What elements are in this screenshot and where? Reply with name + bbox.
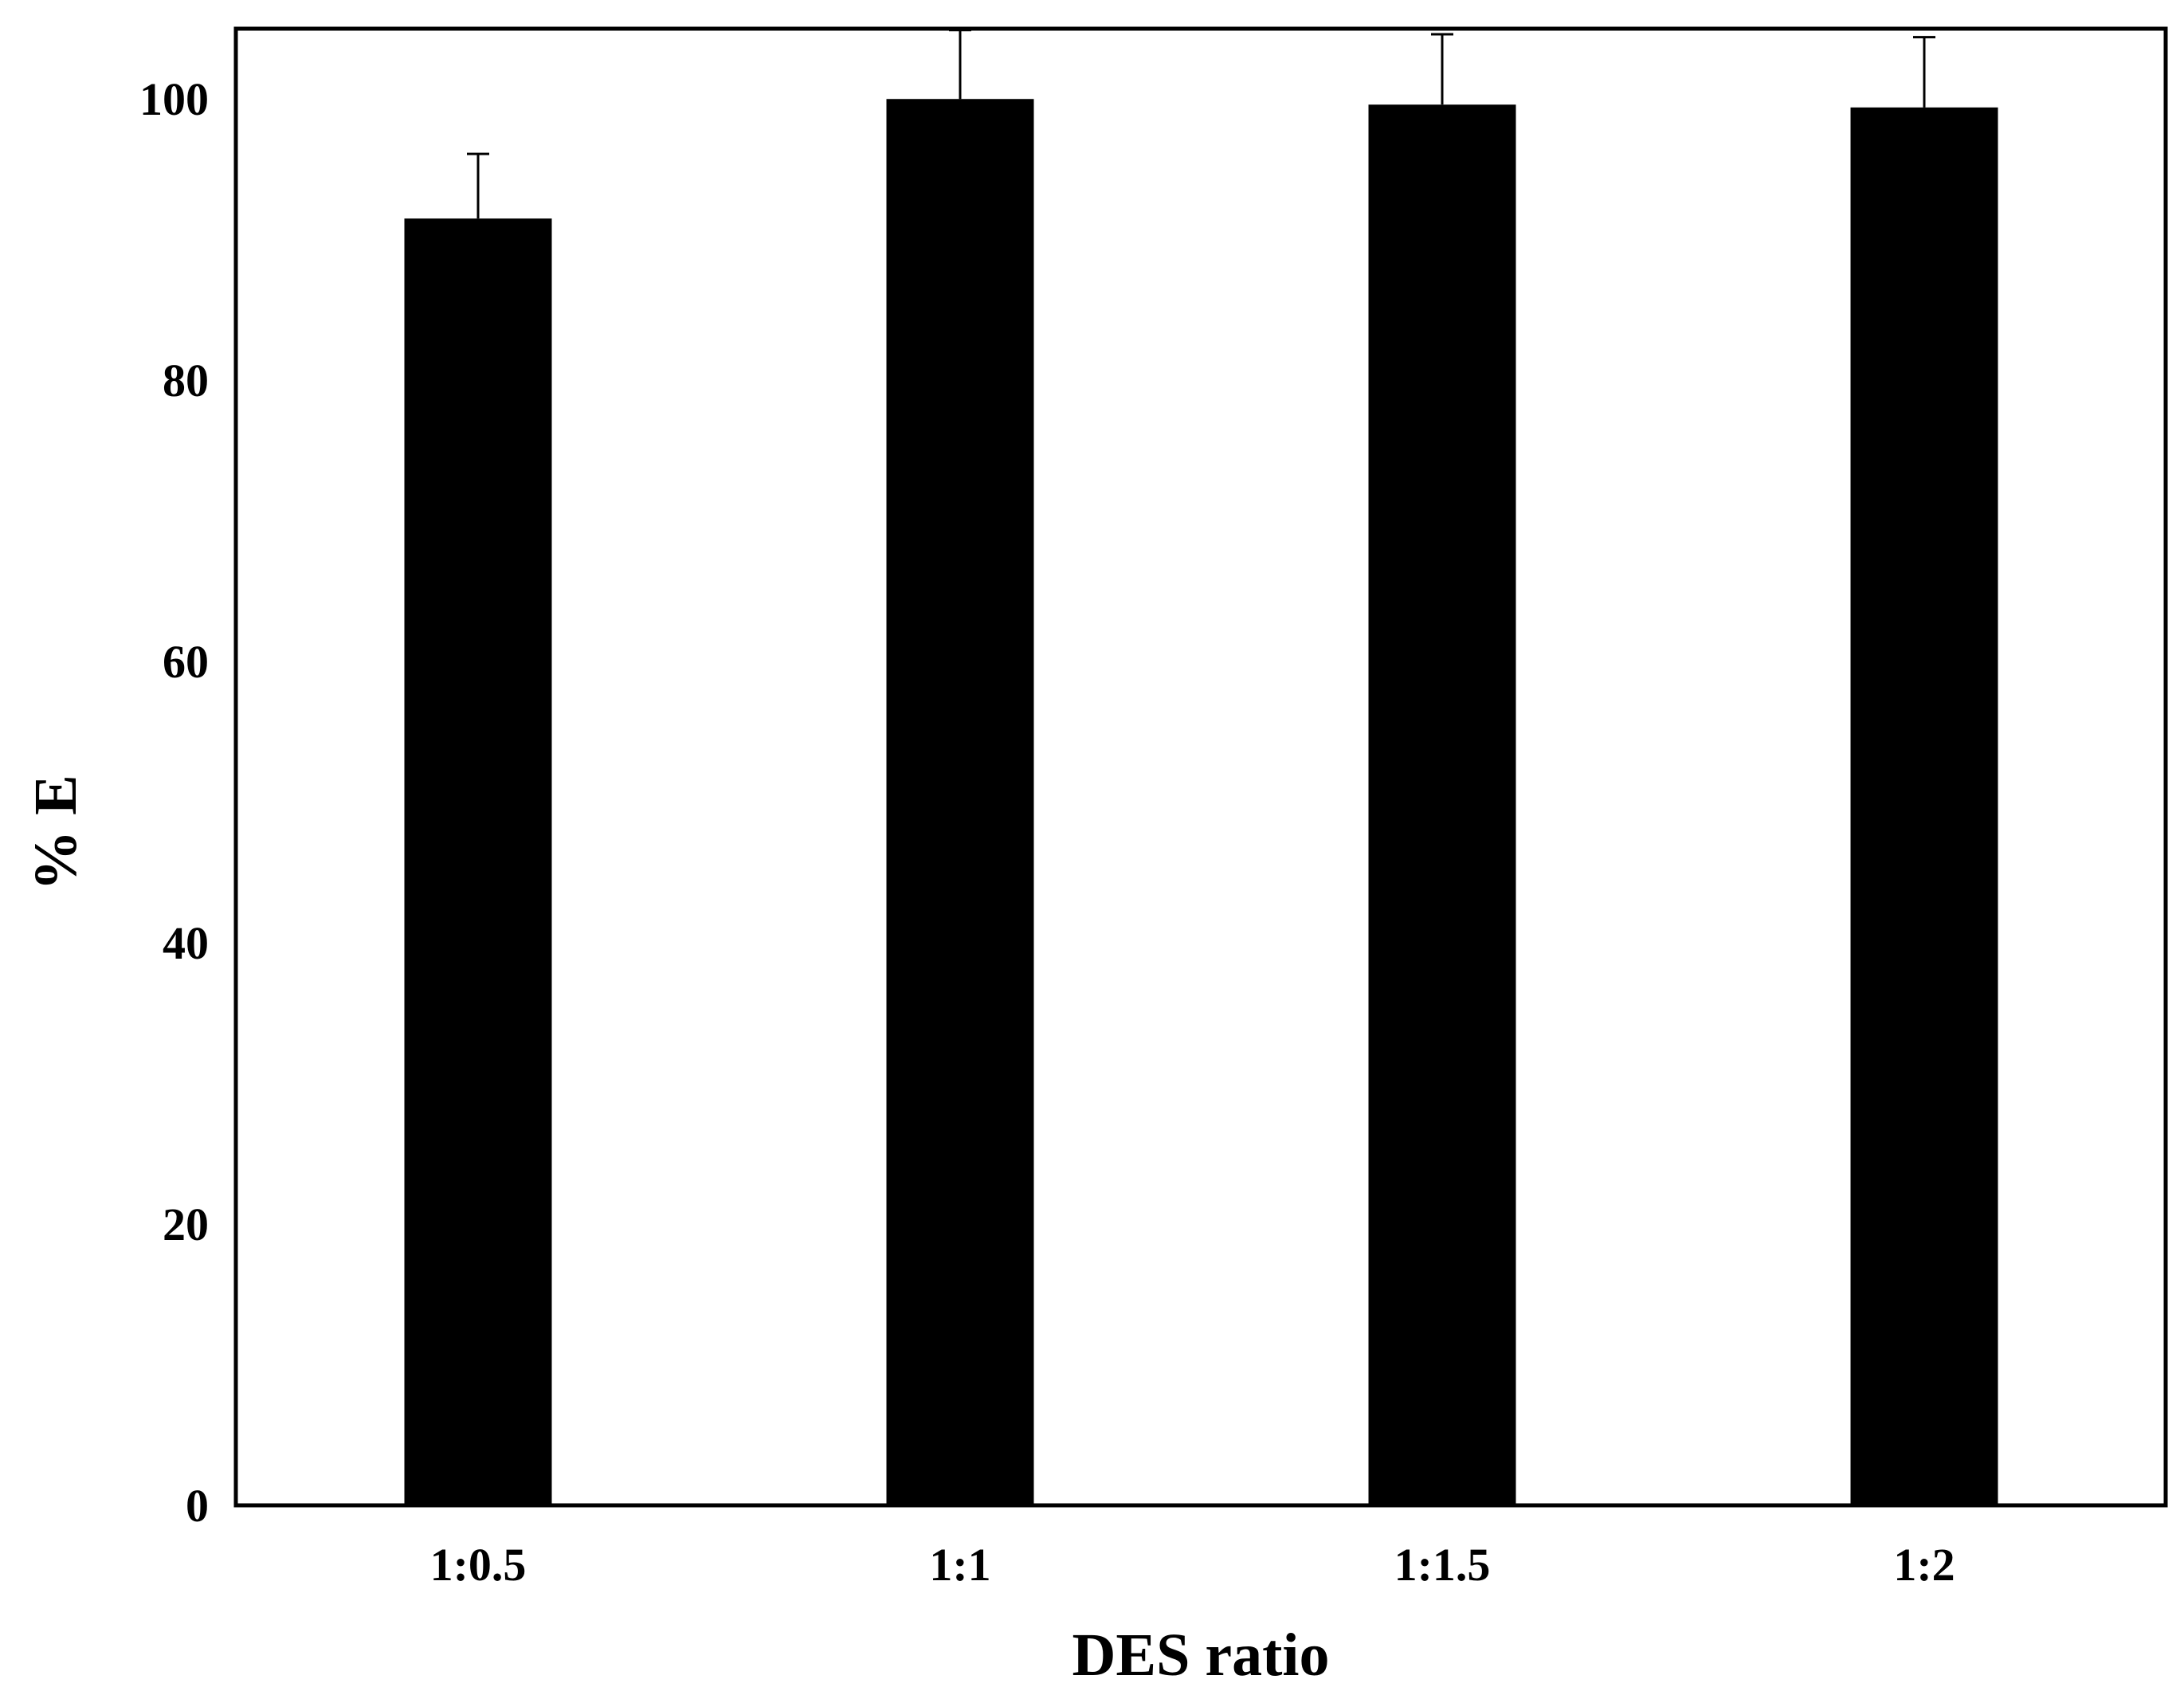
y-tick-label: 100 bbox=[139, 73, 209, 125]
y-tick-label: 0 bbox=[186, 1480, 209, 1532]
x-tick-label: 1:1.5 bbox=[1394, 1539, 1491, 1591]
bar-1-1 bbox=[886, 99, 1034, 1506]
y-axis-title: % E bbox=[22, 775, 89, 891]
y-tick-label: 60 bbox=[163, 636, 209, 688]
error-bar-1-1-5 bbox=[1431, 33, 1453, 105]
bar-1-1-5 bbox=[1368, 104, 1516, 1506]
y-tick-label: 40 bbox=[163, 917, 209, 969]
error-bar-1-2 bbox=[1913, 36, 1935, 108]
y-tick-label: 20 bbox=[163, 1199, 209, 1250]
bar-1-2 bbox=[1850, 107, 1998, 1505]
y-tick-label: 80 bbox=[163, 355, 209, 406]
plot-frame bbox=[233, 26, 2168, 1508]
bar-1-0-5 bbox=[404, 218, 552, 1505]
error-bars-layer bbox=[467, 29, 1935, 219]
x-tick-label: 1:1 bbox=[929, 1539, 990, 1591]
x-tick-label: 1:0.5 bbox=[430, 1539, 527, 1591]
x-tick-label: 1:2 bbox=[1893, 1539, 1955, 1591]
y-axis: 0 20 40 60 80 100 bbox=[139, 73, 209, 1532]
bars-layer bbox=[404, 99, 1998, 1506]
error-bar-1-0-5 bbox=[467, 152, 489, 219]
error-bar-1-1 bbox=[949, 29, 971, 100]
x-axis-title: DES ratio bbox=[1072, 1622, 1330, 1687]
x-axis: 1:0.5 1:1 1:1.5 1:2 bbox=[430, 1539, 1955, 1591]
